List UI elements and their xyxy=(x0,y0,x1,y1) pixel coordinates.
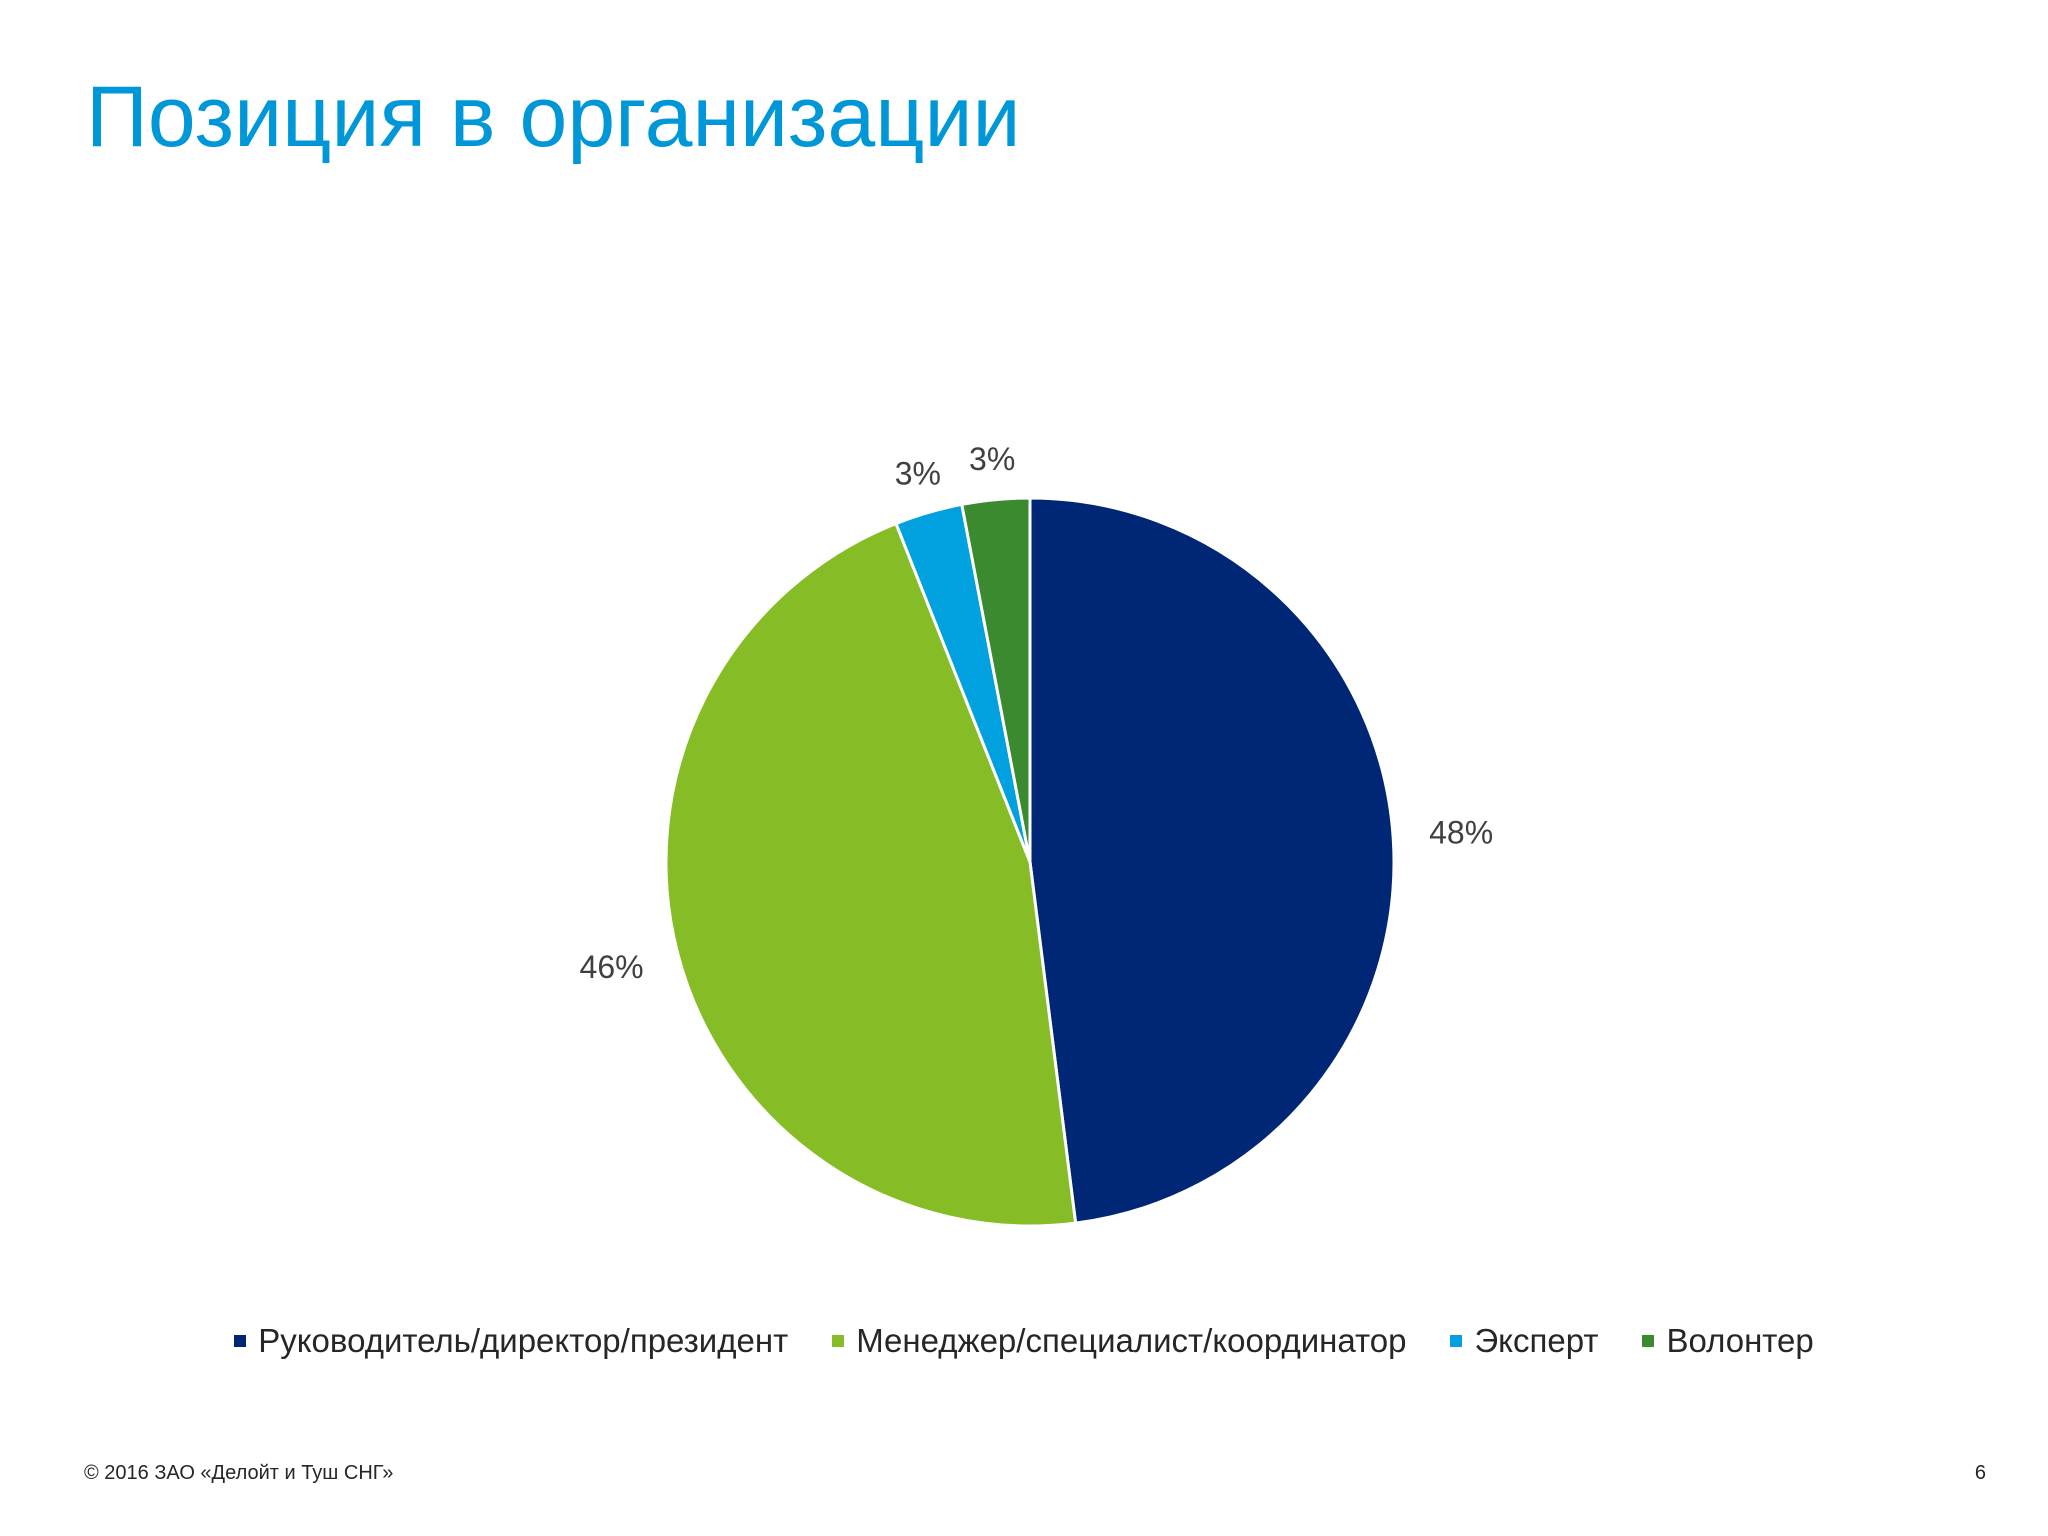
pie-slice-manager xyxy=(664,521,1078,1228)
legend-label-manager: Менеджер/специалист/координатор xyxy=(856,1322,1407,1359)
legend-item-volunteer: Волонтер xyxy=(1642,1322,1814,1360)
legend-swatch-volunteer xyxy=(1642,1335,1655,1347)
legend-swatch-manager xyxy=(832,1335,845,1347)
legend-swatch-director xyxy=(234,1335,247,1347)
pie-slice-volunteer xyxy=(960,496,1032,863)
pie-label-expert: 3% xyxy=(895,455,941,491)
legend-item-director: Руководитель/директор/президент xyxy=(234,1322,788,1360)
legend-label-director: Руководитель/директор/президент xyxy=(258,1322,789,1359)
legend-swatch-expert xyxy=(1450,1335,1463,1347)
footer-copyright: © 2016 ЗАО «Делойт и Туш СНГ» xyxy=(84,1462,394,1484)
page-number: 6 xyxy=(1974,1462,1986,1484)
legend-label-expert: Эксперт xyxy=(1474,1322,1599,1359)
legend-label-volunteer: Волонтер xyxy=(1666,1322,1814,1359)
pie-label-manager: 46% xyxy=(580,949,644,985)
pie-label-director: 48% xyxy=(1429,814,1493,850)
chart-legend: Руководитель/директор/президент Менеджер… xyxy=(0,1322,2048,1360)
pie-label-volunteer: 3% xyxy=(969,441,1015,477)
pie-slice-director xyxy=(1028,496,1396,1225)
slide-title: Позиция в организации xyxy=(86,69,1021,165)
legend-item-manager: Менеджер/специалист/координатор xyxy=(832,1322,1406,1360)
legend-item-expert: Эксперт xyxy=(1450,1322,1598,1360)
